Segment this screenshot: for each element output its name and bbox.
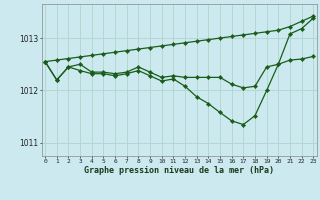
- X-axis label: Graphe pression niveau de la mer (hPa): Graphe pression niveau de la mer (hPa): [84, 166, 274, 175]
